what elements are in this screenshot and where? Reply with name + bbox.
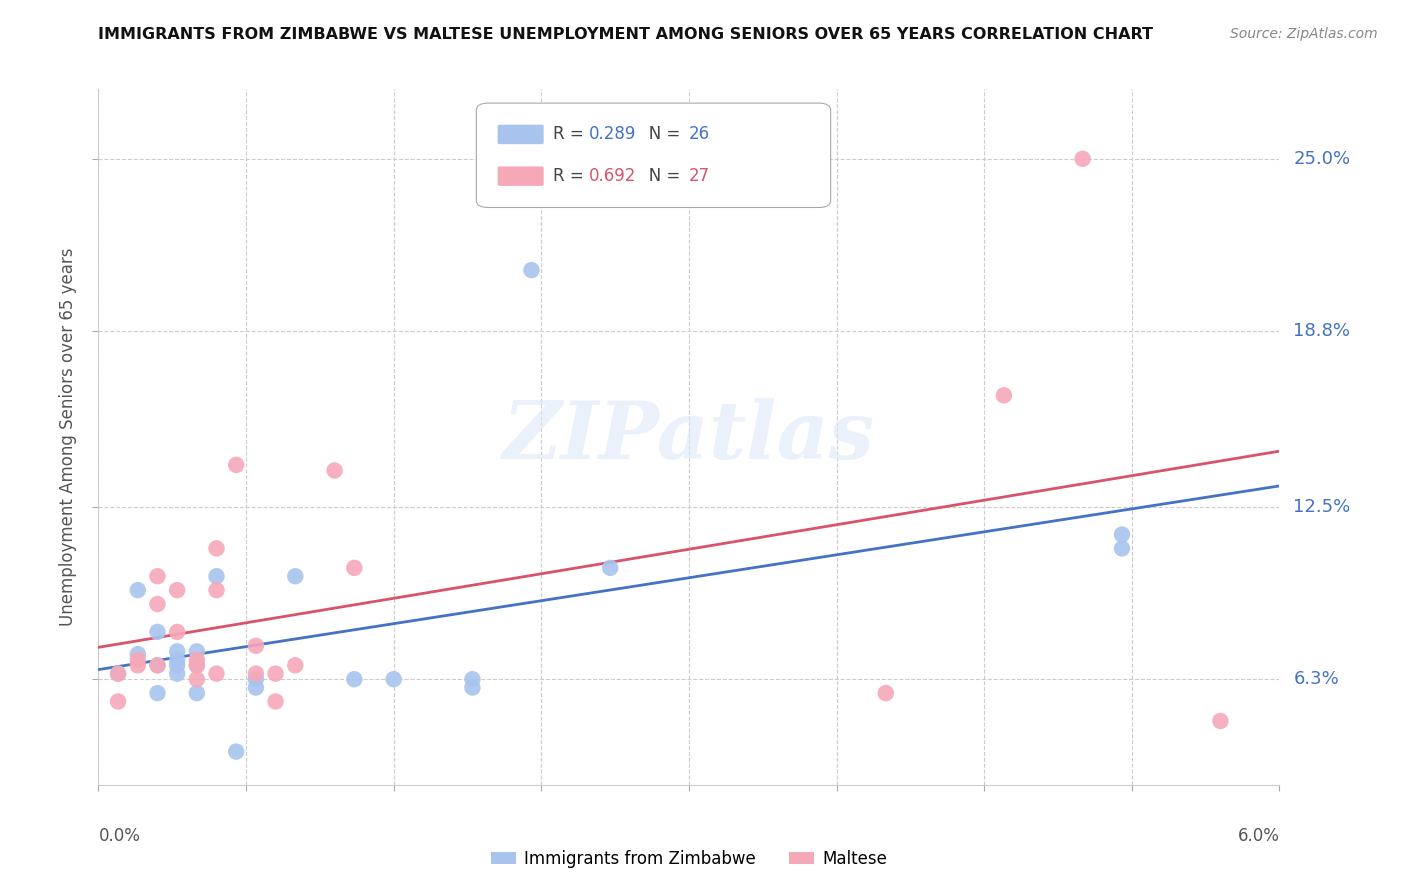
- Point: [127, 647, 149, 661]
- Text: 27: 27: [689, 167, 710, 186]
- FancyBboxPatch shape: [477, 103, 831, 208]
- Point: [225, 458, 247, 472]
- Point: [186, 672, 208, 686]
- Text: R =: R =: [553, 126, 589, 144]
- Point: [146, 658, 169, 673]
- Text: 0.289: 0.289: [589, 126, 636, 144]
- Text: 12.5%: 12.5%: [1294, 498, 1351, 516]
- Point: [205, 569, 228, 583]
- Point: [284, 658, 307, 673]
- Point: [205, 583, 228, 598]
- Point: [1111, 527, 1133, 541]
- Point: [599, 561, 621, 575]
- Point: [264, 666, 287, 681]
- Point: [186, 658, 208, 673]
- Point: [461, 681, 484, 695]
- Legend: Immigrants from Zimbabwe, Maltese: Immigrants from Zimbabwe, Maltese: [484, 844, 894, 875]
- Point: [875, 686, 897, 700]
- Point: [186, 644, 208, 658]
- Point: [1209, 714, 1232, 728]
- Point: [1111, 541, 1133, 556]
- Text: R =: R =: [553, 167, 589, 186]
- Point: [264, 694, 287, 708]
- Point: [107, 666, 129, 681]
- Point: [284, 569, 307, 583]
- Point: [166, 583, 188, 598]
- Point: [107, 694, 129, 708]
- Point: [107, 666, 129, 681]
- Text: 0.692: 0.692: [589, 167, 636, 186]
- Text: 6.0%: 6.0%: [1237, 827, 1279, 845]
- Text: 18.8%: 18.8%: [1294, 322, 1350, 341]
- Point: [343, 561, 366, 575]
- Point: [146, 624, 169, 639]
- Point: [146, 597, 169, 611]
- Point: [343, 672, 366, 686]
- Point: [127, 583, 149, 598]
- Point: [166, 644, 188, 658]
- Text: 25.0%: 25.0%: [1294, 150, 1351, 168]
- Text: 26: 26: [689, 126, 710, 144]
- Point: [186, 686, 208, 700]
- Point: [127, 653, 149, 667]
- Point: [245, 639, 267, 653]
- Text: ZIPatlas: ZIPatlas: [503, 399, 875, 475]
- Text: IMMIGRANTS FROM ZIMBABWE VS MALTESE UNEMPLOYMENT AMONG SENIORS OVER 65 YEARS COR: IMMIGRANTS FROM ZIMBABWE VS MALTESE UNEM…: [98, 27, 1153, 42]
- Point: [225, 745, 247, 759]
- Point: [186, 653, 208, 667]
- Point: [993, 388, 1015, 402]
- Point: [382, 672, 405, 686]
- Point: [166, 653, 188, 667]
- Text: N =: N =: [634, 126, 686, 144]
- Point: [146, 686, 169, 700]
- Text: N =: N =: [634, 167, 686, 186]
- Point: [323, 463, 346, 477]
- Point: [205, 666, 228, 681]
- Text: 0.0%: 0.0%: [98, 827, 141, 845]
- Point: [166, 624, 188, 639]
- Point: [205, 541, 228, 556]
- Point: [245, 681, 267, 695]
- Point: [520, 263, 543, 277]
- Point: [186, 658, 208, 673]
- Text: 6.3%: 6.3%: [1294, 670, 1339, 689]
- Point: [1071, 152, 1094, 166]
- Point: [146, 658, 169, 673]
- Text: Source: ZipAtlas.com: Source: ZipAtlas.com: [1230, 27, 1378, 41]
- Y-axis label: Unemployment Among Seniors over 65 years: Unemployment Among Seniors over 65 years: [59, 248, 77, 626]
- Point: [127, 658, 149, 673]
- Point: [245, 672, 267, 686]
- Point: [166, 666, 188, 681]
- Point: [461, 672, 484, 686]
- Point: [146, 569, 169, 583]
- Point: [245, 666, 267, 681]
- Point: [166, 658, 188, 673]
- FancyBboxPatch shape: [498, 167, 544, 186]
- FancyBboxPatch shape: [498, 125, 544, 145]
